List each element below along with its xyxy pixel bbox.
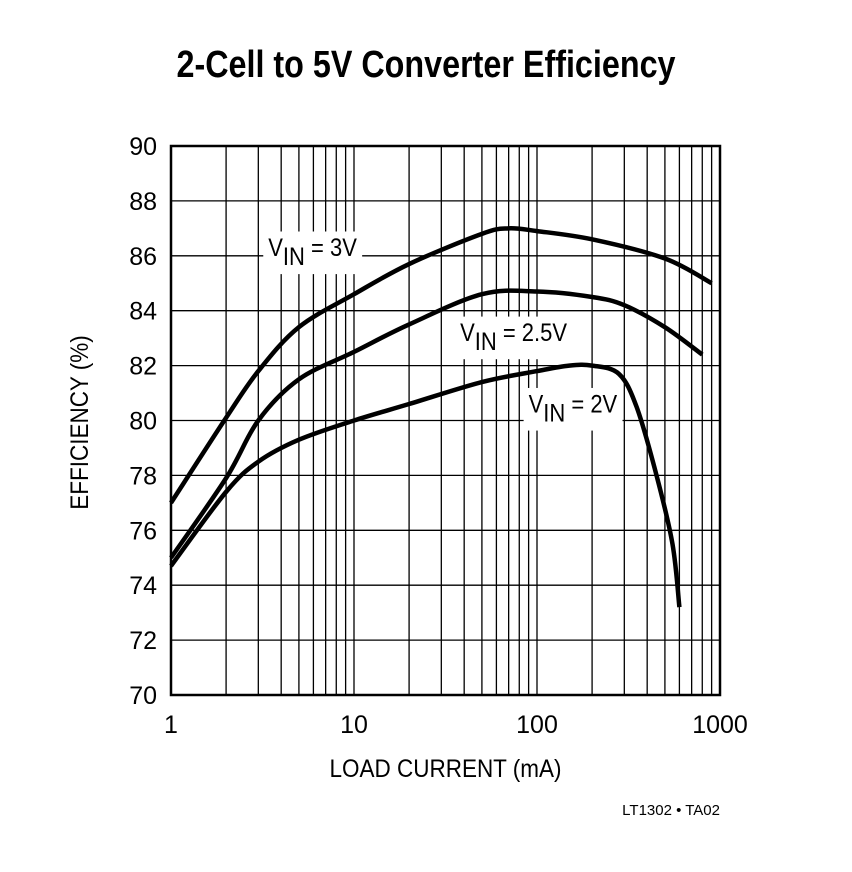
- series-line: [169, 362, 682, 608]
- y-tick-label: 88: [129, 188, 157, 216]
- svg-text:VIN = 2V: VIN = 2V: [529, 390, 618, 427]
- series-label: VIN = 2V: [523, 387, 623, 431]
- figure-code: LT1302 • TA02: [622, 802, 720, 819]
- series-label: VIN = 2.5V: [455, 316, 573, 360]
- y-tick-label: 86: [129, 243, 157, 271]
- y-tick-label: 72: [129, 627, 157, 655]
- x-axis-label: LOAD CURRENT (mA): [330, 755, 562, 783]
- svg-text:VIN = 2.5V: VIN = 2.5V: [460, 319, 567, 356]
- series-line: [169, 288, 704, 560]
- chart-title: 2-Cell to 5V Converter Efficiency: [176, 44, 676, 86]
- series-line: [169, 226, 713, 505]
- y-tick-label: 80: [129, 408, 157, 436]
- y-tick-label: 70: [129, 682, 157, 710]
- y-axis-label: EFFICIENCY (%): [66, 335, 94, 509]
- y-tick-label: 84: [129, 298, 157, 326]
- x-tick-label: 100: [516, 711, 558, 739]
- y-tick-label: 76: [129, 517, 157, 545]
- y-tick-label: 90: [129, 133, 157, 161]
- x-tick-label: 10: [340, 711, 368, 739]
- svg-text:VIN = 3V: VIN = 3V: [268, 234, 357, 271]
- y-tick-label: 74: [129, 572, 157, 600]
- x-tick-label: 1000: [692, 711, 748, 739]
- y-tick-label: 78: [129, 462, 157, 490]
- series-label: VIN = 3V: [263, 231, 363, 275]
- plot-frame: [169, 144, 722, 697]
- y-tick-label: 82: [129, 353, 157, 381]
- x-tick-label: 1: [164, 711, 178, 739]
